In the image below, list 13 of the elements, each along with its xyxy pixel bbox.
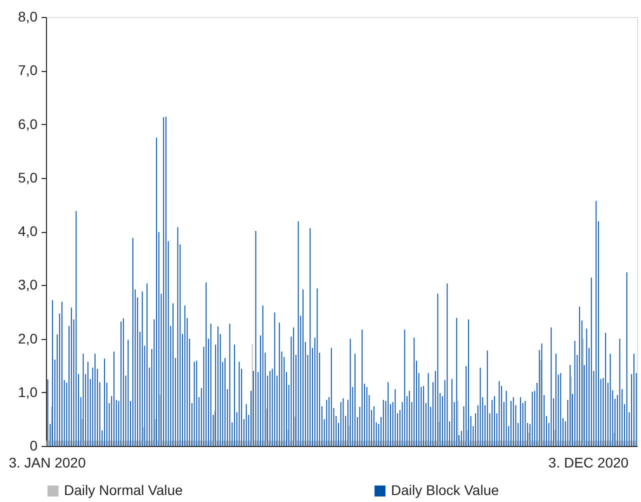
x-tick-label: 3. JAN 2020 [8,454,86,470]
y-tick-label: 3,0 [18,276,38,293]
y-tick-label: 1,0 [18,384,38,400]
y-tick-label: 5,0 [18,169,38,186]
y-tick-label: 2,0 [18,330,38,346]
y-tick-label: 0 [30,438,38,454]
y-tick-label: 8,0 [18,8,38,24]
legend-label: Daily Normal Value [64,482,183,498]
x-tick-label: 3. DEC 2020 [548,454,629,470]
y-tick-label: 4,0 [18,223,38,239]
legend-label: Daily Block Value [391,482,500,498]
y-tick-label: 7,0 [18,62,38,78]
y-tick-label: 6,0 [18,116,38,132]
